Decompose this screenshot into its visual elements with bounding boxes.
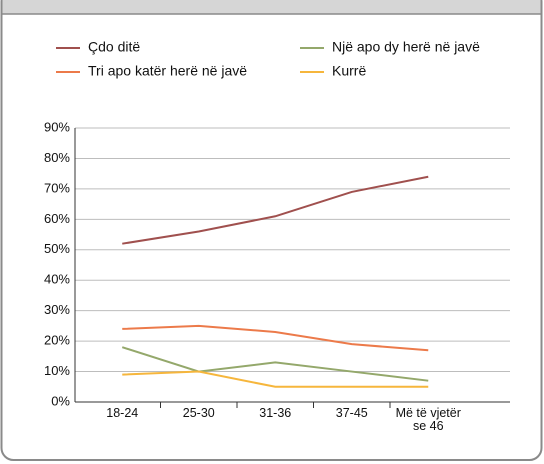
line <box>122 370 429 388</box>
y-tick-label: 20% <box>44 333 70 348</box>
legend-label: Një apo dy herë në javë <box>332 39 480 55</box>
y-tick-label: 90% <box>44 119 70 134</box>
legend-label: Çdo ditë <box>88 39 140 55</box>
x-tick-label: 31-36 <box>259 406 292 420</box>
y-tick-label: 30% <box>44 302 70 317</box>
x-tick-label: 18-24 <box>106 406 139 420</box>
y-tick-label: 40% <box>44 272 70 287</box>
legend-label: Tri apo katër herë në javë <box>88 63 247 79</box>
line <box>122 175 429 245</box>
x-tick-label: Më të vjetër se 46 <box>395 406 461 433</box>
x-tick-label: 25-30 <box>182 406 215 420</box>
y-tick-label: 10% <box>44 363 70 378</box>
line <box>122 324 429 352</box>
header-bar <box>2 0 541 14</box>
y-tick-label: 0% <box>51 393 70 408</box>
y-tick-label: 70% <box>44 180 70 195</box>
line <box>121 346 429 382</box>
y-tick-label: 80% <box>44 150 70 165</box>
x-tick-label: 37-45 <box>335 406 368 420</box>
legend-label: Kurrë <box>332 63 366 79</box>
y-tick-label: 50% <box>44 241 70 256</box>
y-tick-label: 60% <box>44 211 70 226</box>
